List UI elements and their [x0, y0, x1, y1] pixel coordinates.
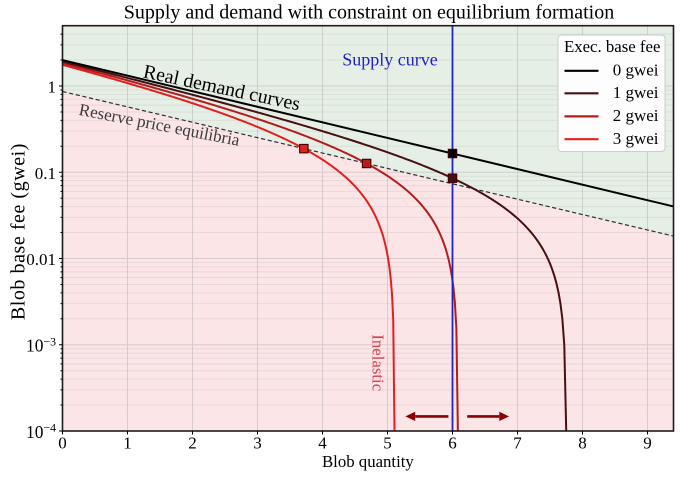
svg-text:Supply and demand with constra: Supply and demand with constraint on equ…	[124, 2, 614, 24]
svg-text:1: 1	[48, 78, 57, 97]
svg-text:0.1: 0.1	[35, 164, 56, 183]
svg-text:0: 0	[58, 434, 67, 453]
svg-text:2: 2	[188, 434, 197, 453]
svg-text:Blob base fee (gwei): Blob base fee (gwei)	[8, 143, 30, 320]
svg-text:1 gwei: 1 gwei	[613, 83, 659, 102]
svg-text:Supply curve: Supply curve	[342, 49, 437, 69]
svg-text:2 gwei: 2 gwei	[613, 106, 659, 125]
svg-text:0 gwei: 0 gwei	[613, 60, 659, 79]
svg-text:9: 9	[643, 434, 652, 453]
svg-text:Blob quantity: Blob quantity	[322, 452, 414, 471]
svg-text:8: 8	[578, 434, 587, 453]
svg-text:Exec. base fee: Exec. base fee	[564, 37, 660, 56]
svg-text:3 gwei: 3 gwei	[613, 129, 659, 148]
svg-text:5: 5	[383, 434, 392, 453]
svg-text:4: 4	[318, 434, 327, 453]
svg-text:Inelastic: Inelastic	[369, 334, 388, 391]
svg-text:3: 3	[253, 434, 262, 453]
svg-text:0.01: 0.01	[26, 250, 56, 269]
svg-text:7: 7	[513, 434, 522, 453]
svg-text:1: 1	[123, 434, 132, 453]
svg-text:6: 6	[448, 434, 457, 453]
